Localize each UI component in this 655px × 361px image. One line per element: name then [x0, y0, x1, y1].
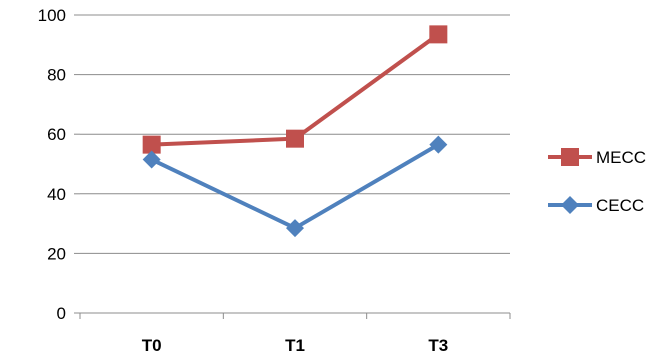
series-line-mecc — [151, 32, 440, 147]
x-category-label: T3 — [428, 336, 448, 355]
legend-marker — [561, 196, 579, 214]
legend-item-mecc: MECC — [548, 148, 646, 167]
x-axis-tick-marks — [79, 313, 511, 319]
data-point-cecc — [286, 219, 304, 238]
x-category-label: T1 — [285, 336, 305, 355]
y-tick-label: 80 — [47, 66, 66, 85]
data-point-mecc — [429, 25, 448, 44]
legend-marker — [561, 148, 579, 166]
legend-label: MECC — [596, 148, 646, 167]
series-lines — [142, 25, 448, 238]
data-point-mecc — [142, 135, 161, 154]
legend-label: CECC — [596, 196, 644, 215]
y-tick-label: 60 — [47, 125, 66, 144]
data-point-mecc — [286, 129, 304, 148]
y-tick-label: 100 — [38, 6, 66, 25]
y-axis-tick-labels: 0 20 40 60 80 100 — [38, 6, 80, 323]
y-tick-label: 0 — [57, 304, 66, 323]
data-point-cecc — [429, 135, 448, 154]
legend-item-cecc: CECC — [548, 196, 644, 215]
x-axis-category-labels: T0 T1 T3 — [142, 336, 449, 355]
legend: MECC CECC — [548, 148, 646, 215]
series-line-cecc — [150, 142, 440, 231]
series-cecc — [142, 135, 448, 238]
data-point-cecc — [142, 150, 161, 169]
x-category-label: T0 — [142, 336, 162, 355]
y-tick-label: 20 — [47, 244, 66, 263]
y-tick-label: 40 — [47, 185, 66, 204]
series-mecc — [142, 25, 448, 154]
